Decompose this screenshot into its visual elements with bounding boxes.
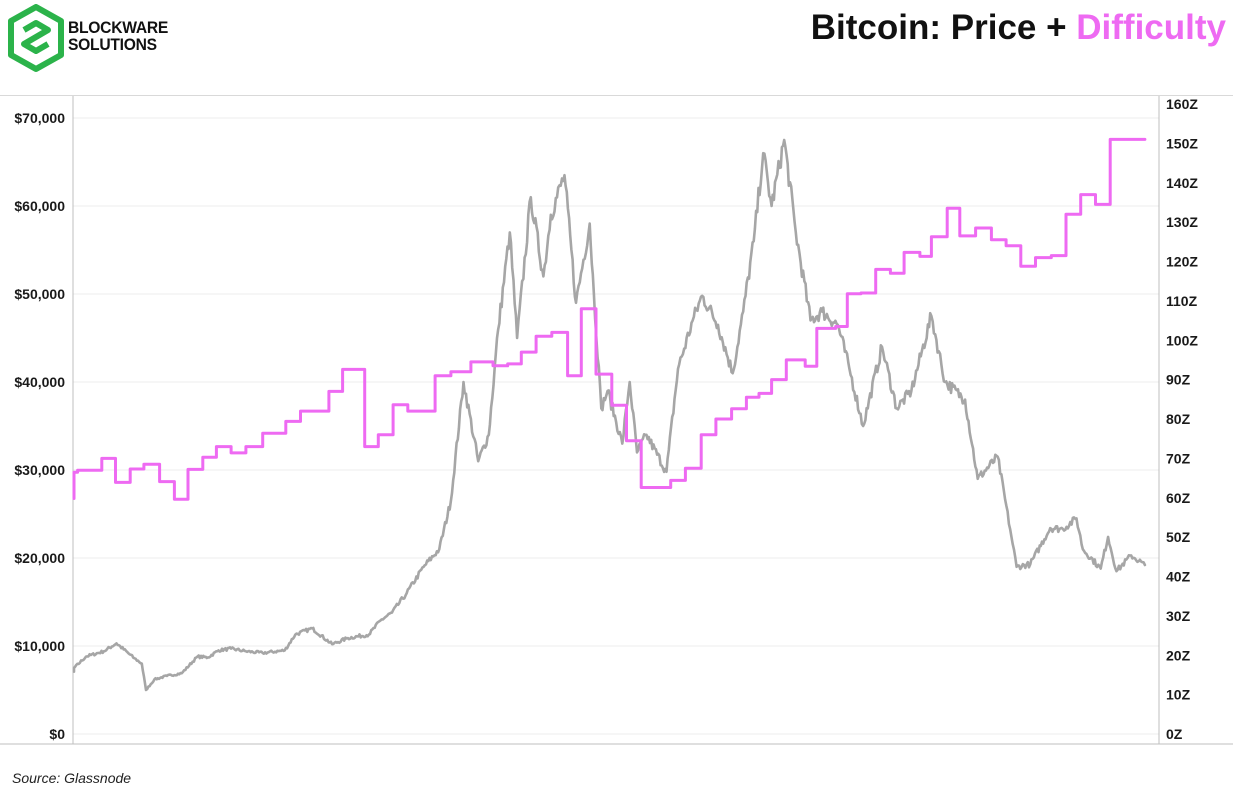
chart-title-prefix: Bitcoin: Price + [810,8,1077,47]
left-tick-label: $70,000 [14,110,65,126]
right-tick-label: 140Z [1166,175,1198,191]
price-difficulty-chart: $0 $10,000 $20,000 $30,000 $40,000 $50,000 $60… [0,96,1233,745]
left-tick-label: $30,000 [14,462,65,478]
right-tick-label: 100Z [1166,332,1198,348]
right-tick-label: 50Z [1166,529,1191,545]
left-tick-label: $20,000 [14,550,65,566]
right-tick-label: 40Z [1166,569,1191,585]
header-divider [0,95,1233,96]
right-tick-label: 130Z [1166,214,1198,230]
right-tick-label: 20Z [1166,647,1191,663]
right-tick-label: 60Z [1166,490,1191,506]
right-tick-label: 70Z [1166,450,1191,466]
right-tick-label: 160Z [1166,96,1198,112]
left-tick-label: $60,000 [14,198,65,214]
left-tick-label: $40,000 [14,374,65,390]
left-axis-ticks: $0 $10,000 $20,000 $30,000 $40,000 $50,000 $60… [14,110,65,742]
left-tick-label: $0 [49,726,65,742]
right-tick-label: 0Z [1166,726,1183,742]
right-tick-label: 30Z [1166,608,1191,624]
right-tick-label: 10Z [1166,687,1191,703]
brand-name: BLOCKWARE [68,18,169,37]
series-lines [72,137,1147,692]
right-axis-ticks: 0Z 10Z 20Z 30Z 40Z 50Z 60Z 70Z 80Z 90Z 100Z 110Z 120… [1166,96,1198,742]
chart-title-highlight: Difficulty [1076,8,1226,47]
source-note: Source: Glassnode [12,770,132,786]
right-tick-label: 110Z [1166,293,1198,309]
difficulty-series-line [72,137,1147,501]
right-tick-label: 150Z [1166,135,1198,151]
left-tick-label: $50,000 [14,286,65,302]
right-tick-label: 120Z [1166,254,1198,270]
blockware-logo [8,4,64,72]
logo-mark-icon [8,4,64,72]
brand-subtitle: SOLUTIONS [68,35,157,54]
gridlines [73,117,1159,735]
price-series-line [72,138,1147,692]
chart-title: Bitcoin: Price + Difficulty [811,8,1226,48]
left-tick-label: $10,000 [14,638,65,654]
right-tick-label: 90Z [1166,372,1191,388]
right-tick-label: 80Z [1166,411,1191,427]
